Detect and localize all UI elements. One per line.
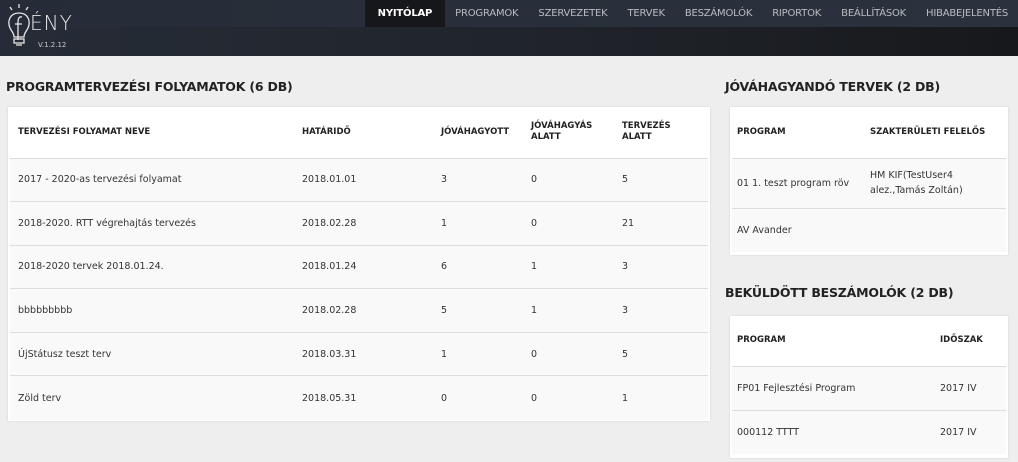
main-nav: NYITÓLAP PROGRAMOK SZERVEZETEK TERVEK BE… [364, 0, 1018, 27]
nav-beszamolok[interactable]: BESZÁMOLÓK [684, 8, 753, 19]
logo-text: ÉNY [30, 11, 73, 35]
table-row[interactable]: Zöld terv 2018.05.31 0 0 1 [10, 375, 708, 420]
table-header-row: PROGRAM SZAKTERÜLETI FELELŐS [732, 107, 1006, 159]
cell-program: AV Avander [732, 208, 870, 252]
nav-riportok[interactable]: RIPORTOK [772, 8, 822, 19]
nav-nyitolap[interactable]: NYITÓLAP [364, 0, 446, 27]
cell-name: 2018-2020 tervek 2018.01.24. [10, 245, 302, 290]
reports-card: PROGRAM IDŐSZAK FP01 Fejlesztési Program… [730, 316, 1008, 458]
table-row[interactable]: 2017 - 2020-as tervezési folyamat 2018.01… [10, 158, 708, 203]
cell-name: 2017 - 2020-as tervezési folyamat [10, 158, 302, 203]
app-logo[interactable]: ÉNY V.1.2.12 [6, 4, 76, 52]
nav-tervek[interactable]: TERVEK [627, 8, 665, 19]
cell-period: 2017 IV [940, 366, 1006, 411]
cell-approved: 1 [441, 201, 531, 246]
approvals-title: JÓVÁHAGYANDÓ TERVEK (2 DB) [725, 79, 941, 94]
cell-under-approval: 1 [531, 245, 622, 290]
header: ÉNY V.1.2.12 NYITÓLAP PROGRAMOK SZERVEZE… [0, 0, 1018, 56]
table-header-row: TERVEZÉSI FOLYAMAT NEVE HATÁRIDŐ JÓVÁHAG… [10, 107, 708, 159]
cell-name: 2018-2020. RTT végrehajtás tervezés [10, 201, 302, 246]
cell-deadline: 2018.02.28 [302, 201, 441, 246]
nav-programok[interactable]: PROGRAMOK [455, 8, 519, 19]
table-row[interactable]: 01 1. teszt program röv HM KIF(TestUser4… [732, 158, 1006, 209]
nav-beallitasok[interactable]: BEÁLLÍTÁSOK [841, 8, 907, 19]
col-period[interactable]: IDŐSZAK [940, 316, 1006, 367]
table-row[interactable]: 2018-2020. RTT végrehajtás tervezés 2018.… [10, 201, 708, 246]
version-label: V.1.2.12 [38, 41, 67, 49]
col-responsible[interactable]: SZAKTERÜLETI FELELŐS [870, 107, 1006, 159]
cell-approved: 3 [441, 158, 531, 203]
cell-under-planning: 3 [622, 245, 708, 290]
table-row[interactable]: ÚjStátusz teszt terv 2018.03.31 1 0 5 [10, 332, 708, 377]
approvals-card: PROGRAM SZAKTERÜLETI FELELŐS 01 1. teszt… [730, 107, 1008, 255]
cell-program: 000112 TTTT [732, 410, 940, 454]
cell-program: FP01 Fejlesztési Program [732, 366, 940, 411]
col-program[interactable]: PROGRAM [732, 107, 870, 159]
cell-under-planning: 3 [622, 288, 708, 333]
cell-approved: 1 [441, 332, 531, 377]
cell-under-planning: 5 [622, 158, 708, 203]
lightbulb-icon [8, 4, 30, 46]
cell-period: 2017 IV [940, 410, 1006, 454]
table-header-row: PROGRAM IDŐSZAK [732, 316, 1006, 367]
col-under-planning[interactable]: TERVEZÉS ALATT [622, 107, 708, 159]
cell-under-approval: 0 [531, 375, 622, 420]
nav-szervezetek[interactable]: SZERVEZETEK [538, 8, 608, 19]
cell-deadline: 2018.01.24 [302, 245, 441, 290]
cell-name: bbbbbbbbb [10, 288, 302, 333]
processes-card: TERVEZÉSI FOLYAMAT NEVE HATÁRIDŐ JÓVÁHAG… [8, 107, 710, 421]
col-name[interactable]: TERVEZÉSI FOLYAMAT NEVE [10, 107, 302, 159]
cell-under-approval: 0 [531, 332, 622, 377]
nav-hibabejelentes[interactable]: HIBABEJELENTÉS [926, 8, 1008, 19]
col-deadline[interactable]: HATÁRIDŐ [302, 107, 441, 159]
cell-under-planning: 21 [622, 201, 708, 246]
cell-under-planning: 1 [622, 375, 708, 420]
col-under-approval[interactable]: JÓVÁHAGYÁS ALATT [531, 107, 622, 159]
cell-under-approval: 1 [531, 288, 622, 333]
cell-deadline: 2018.05.31 [302, 375, 441, 420]
cell-under-approval: 0 [531, 158, 622, 203]
nav-strip [0, 0, 1018, 27]
cell-under-approval: 0 [531, 201, 622, 246]
table-row[interactable]: bbbbbbbbb 2018.02.28 5 1 3 [10, 288, 708, 333]
col-approved[interactable]: JÓVÁHAGYOTT [441, 107, 531, 159]
col-program[interactable]: PROGRAM [732, 316, 940, 367]
reports-table: PROGRAM IDŐSZAK FP01 Fejlesztési Program… [732, 316, 1006, 454]
table-row[interactable]: FP01 Fejlesztési Program 2017 IV [732, 366, 1006, 411]
cell-program: 01 1. teszt program röv [732, 158, 870, 209]
table-row[interactable]: AV Avander [732, 208, 1006, 252]
cell-under-planning: 5 [622, 332, 708, 377]
reports-title: BEKÜLDÖTT BESZÁMOLÓK (2 DB) [725, 285, 954, 300]
processes-title: PROGRAMTERVEZÉSI FOLYAMATOK (6 DB) [6, 79, 293, 94]
table-row[interactable]: 2018-2020 tervek 2018.01.24. 2018.01.24 6 1… [10, 245, 708, 290]
cell-approved: 6 [441, 245, 531, 290]
table-row[interactable]: 000112 TTTT 2017 IV [732, 410, 1006, 454]
cell-responsible [870, 208, 1006, 252]
cell-name: ÚjStátusz teszt terv [10, 332, 302, 377]
cell-approved: 0 [441, 375, 531, 420]
processes-table: TERVEZÉSI FOLYAMAT NEVE HATÁRIDŐ JÓVÁHAG… [10, 107, 708, 420]
cell-deadline: 2018.02.28 [302, 288, 441, 333]
cell-deadline: 2018.01.01 [302, 158, 441, 203]
cell-name: Zöld terv [10, 375, 302, 420]
approvals-table: PROGRAM SZAKTERÜLETI FELELŐS 01 1. teszt… [732, 107, 1006, 252]
cell-responsible: HM KIF(TestUser4 alez.,Tamás Zoltán) [870, 158, 1006, 209]
cell-approved: 5 [441, 288, 531, 333]
cell-deadline: 2018.03.31 [302, 332, 441, 377]
